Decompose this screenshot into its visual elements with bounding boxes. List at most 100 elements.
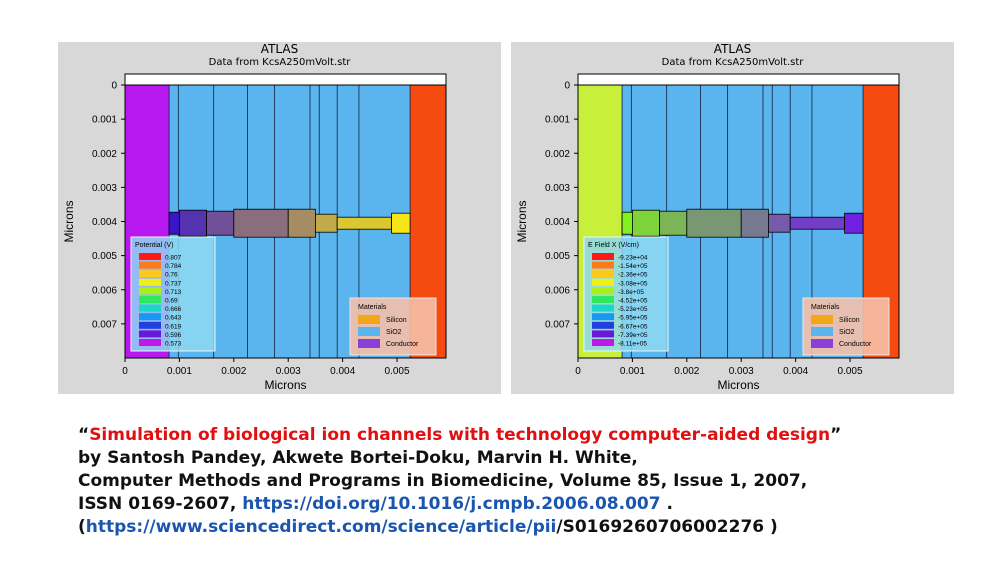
contour-swatch (592, 287, 614, 295)
contour-value: -8.11e+05 (618, 341, 647, 348)
pore-segment (391, 212, 411, 234)
y-tick-label: 0.001 (92, 115, 117, 126)
contour-swatch (139, 253, 161, 260)
y-tick-label: 0.003 (92, 183, 117, 194)
plot-svg: 0 0.001 0.002 0.003 0.004 0.005 0.006 0.007 0 0.0… (62, 73, 447, 392)
contour-value: 0.573 (165, 341, 182, 348)
y-tick-label: 0.006 (545, 285, 570, 296)
contour-value: -5.23e+05 (618, 306, 648, 313)
sciencedirect-link[interactable]: https://www.sciencedirect.com/science/ar… (85, 517, 557, 537)
contour-value: 0.784 (165, 263, 182, 270)
material-swatch (811, 339, 833, 348)
simulation-panel-potential: ATLAS Data from KcsA250mVolt.str 0 0.001 0… (58, 42, 501, 394)
material-swatch (811, 315, 833, 324)
x-axis-label: Microns (264, 378, 306, 392)
y-tick-label: 0.002 (545, 149, 570, 160)
contour-swatch (592, 304, 614, 312)
contour-swatch (139, 278, 161, 286)
contour-value: 0.69 (165, 298, 178, 305)
y-tick-label: 0.006 (92, 285, 117, 296)
y-axis-label: Microns (515, 200, 529, 242)
panel-subtitle: Data from KcsA250mVolt.str (208, 57, 351, 68)
issn-text: ISSN 0169-2607, (78, 494, 243, 514)
y-tick-label: 0.005 (545, 251, 570, 262)
contour-legend-title: E Field X (V/cm) (588, 242, 639, 249)
materials-legend-box (349, 297, 437, 356)
contour-value: 0.643 (165, 315, 182, 322)
pore-segment (233, 208, 289, 238)
y-tick-label: 0.003 (545, 183, 570, 194)
contour-value: -3.08e+05 (618, 280, 648, 287)
y-tick-label: 0.007 (92, 319, 117, 330)
contour-swatch (139, 287, 161, 295)
x-axis-label: Microns (717, 378, 759, 392)
pore-segment (206, 210, 235, 236)
x-tick-label: 0.001 (167, 366, 192, 377)
contour-swatch (592, 330, 614, 338)
contour-value: -2.36e+05 (618, 272, 648, 279)
pore-segment (621, 211, 633, 235)
contour-swatch (592, 313, 614, 321)
contour-swatch (139, 330, 161, 338)
contour-value: -4.52e+05 (618, 298, 648, 305)
contour-swatch (139, 339, 161, 346)
y-axis-label: Microns (62, 200, 76, 242)
contour-value: 0.737 (165, 280, 182, 287)
contour-value: -7.39e+05 (618, 332, 648, 339)
pore-segment (844, 212, 864, 234)
contour-swatch (592, 339, 614, 346)
x-tick-label: 0.003 (276, 366, 301, 377)
contour-value: 0.76 (165, 272, 178, 279)
citation-url-line: (https://www.sciencedirect.com/science/a… (78, 516, 978, 539)
materials-legend-title: Materials (358, 304, 387, 311)
contour-value: 0.596 (165, 332, 182, 339)
close-quote: ” (830, 425, 842, 445)
pore-segment (179, 209, 208, 237)
top-strip (124, 73, 447, 86)
doi-suffix: . (660, 494, 673, 514)
contour-swatch (139, 321, 161, 329)
x-tick-label: 0.004 (330, 366, 355, 377)
panel-title: ATLAS (260, 42, 299, 56)
y-tick-label: 0.007 (545, 319, 570, 330)
y-tick-label: 0.005 (92, 251, 117, 262)
citation-caption: “Simulation of biological ion channels w… (78, 424, 978, 539)
contour-swatch (139, 270, 161, 278)
url-tail: /S0169260706002276 ) (556, 517, 778, 537)
x-tick-label: 0.002 (674, 366, 699, 377)
material-swatch (358, 315, 380, 324)
contour-swatch (139, 261, 161, 269)
pore-segment (287, 208, 316, 238)
y-tick-label: 0.004 (545, 217, 570, 228)
contour-swatch (592, 321, 614, 329)
plot-svg: 0 0.001 0.002 0.003 0.004 0.005 0.006 0.007 0 0.0… (515, 73, 900, 392)
contour-value: 0.619 (165, 323, 182, 330)
materials-legend-title: Materials (811, 304, 840, 311)
material-swatch (811, 327, 833, 336)
x-tick-label: 0 (122, 366, 128, 377)
pore-segment (632, 209, 661, 237)
material-label: Conductor (839, 341, 872, 348)
x-tick-label: 0.004 (783, 366, 808, 377)
doi-link[interactable]: https://doi.org/10.1016/j.cmpb.2006.08.0… (242, 494, 661, 514)
y-tick-label: 0 (564, 81, 570, 92)
x-tick-label: 0.005 (838, 366, 863, 377)
open-quote: “ (78, 425, 90, 445)
x-tick-label: 0.003 (729, 366, 754, 377)
citation-title-line: “Simulation of biological ion channels w… (78, 424, 978, 447)
paper-title: Simulation of biological ion channels wi… (89, 425, 831, 445)
pore-segment (659, 210, 688, 236)
pore-segment (336, 216, 392, 230)
top-strip (577, 73, 900, 86)
contour-value: -3.8e+05 (618, 289, 644, 296)
pore-segment (768, 213, 791, 233)
url-open-paren: ( (78, 517, 86, 537)
contour-legend-title: Potential (V) (135, 242, 174, 249)
x-tick-label: 0.002 (221, 366, 246, 377)
y-tick-label: 0 (111, 81, 117, 92)
citation-authors: by Santosh Pandey, Akwete Bortei-Doku, M… (78, 448, 638, 468)
contour-value: -6.67e+05 (618, 323, 648, 330)
y-tick-label: 0.004 (92, 217, 117, 228)
panel-subtitle: Data from KcsA250mVolt.str (661, 57, 804, 68)
material-swatch (358, 327, 380, 336)
